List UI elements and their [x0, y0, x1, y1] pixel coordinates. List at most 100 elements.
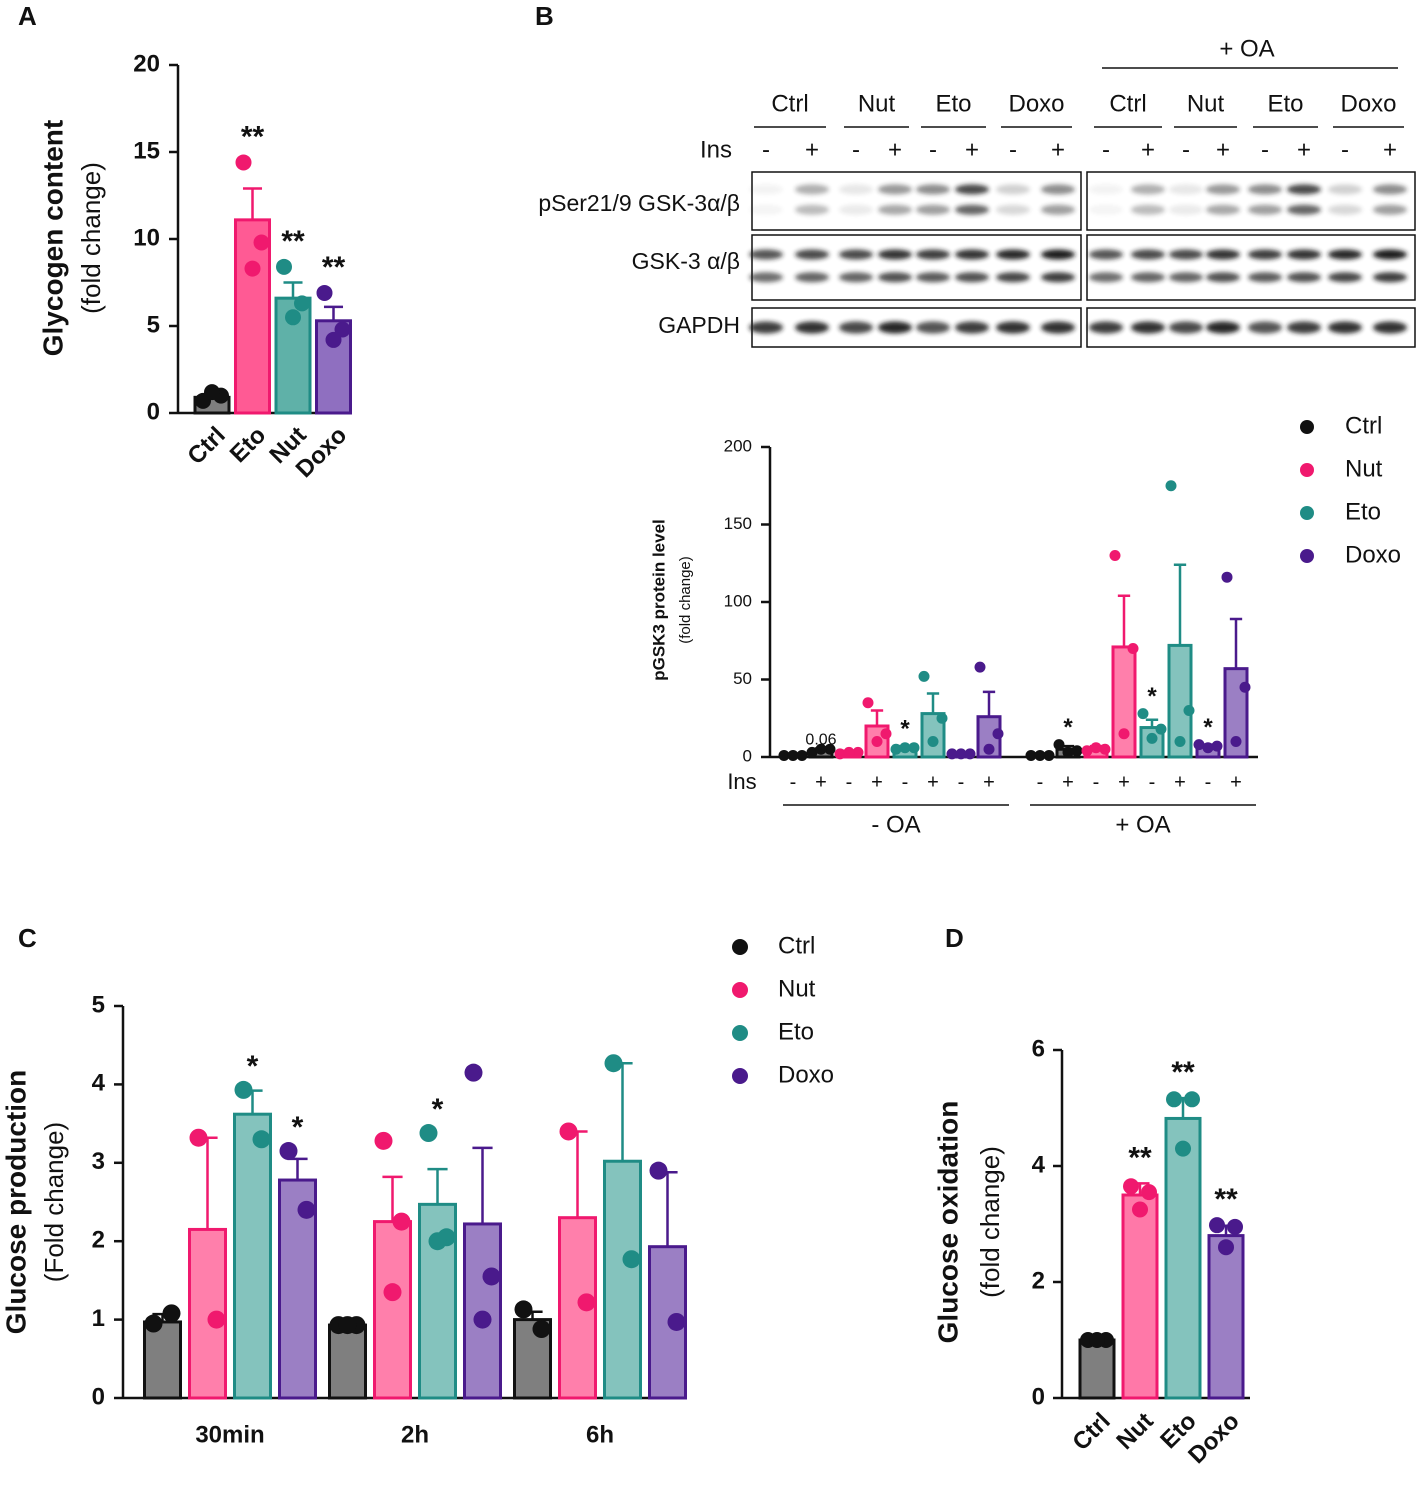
legend-marker: [1300, 506, 1314, 520]
data-point: [1127, 643, 1139, 654]
blot-band: [1089, 321, 1123, 334]
x-tick-label: Doxo: [1183, 1408, 1245, 1470]
data-point: [297, 1200, 316, 1219]
legend-label: Eto: [778, 1018, 814, 1045]
annotation: *: [1203, 714, 1213, 741]
legend-marker: [732, 1025, 748, 1041]
data-point: [419, 1124, 438, 1143]
annotation: *: [1147, 683, 1157, 710]
ins-label: Ins: [727, 769, 756, 794]
y-axis-sublabel: (fold change): [677, 556, 694, 644]
data-point: [787, 749, 799, 761]
data-point: [1174, 736, 1186, 747]
ins-tick-label: +: [983, 771, 995, 793]
blot-ins-label: -: [1182, 136, 1190, 163]
data-point: [796, 749, 808, 761]
legend-marker: [1300, 549, 1314, 563]
data-point: [1218, 1239, 1234, 1256]
data-point: [918, 670, 930, 682]
y-tick-label: 0: [147, 398, 160, 425]
data-point: [667, 1312, 686, 1331]
ins-tick-label: -: [958, 771, 965, 793]
bar: [1164, 1116, 1202, 1400]
data-point: [815, 743, 827, 755]
data-point: [325, 331, 342, 348]
error-bar: [382, 1175, 403, 1222]
y-axis-label: Glucose production: [0, 1070, 31, 1334]
blot-band: [795, 249, 829, 260]
error-bar: [472, 1146, 493, 1224]
blot-band: [795, 184, 829, 195]
blot-group-label: Doxo: [1008, 90, 1064, 117]
data-point: [1099, 743, 1111, 755]
data-point: [806, 746, 818, 758]
data-point: [778, 749, 790, 761]
blot-ins-label: -: [1102, 136, 1110, 163]
blot-ins-label: +: [888, 136, 902, 163]
data-point: [834, 748, 846, 760]
blot-band: [1373, 321, 1407, 334]
data-point: [1221, 571, 1233, 583]
blot-band: [878, 204, 912, 215]
data-point: [1211, 740, 1223, 752]
data-point: [1043, 749, 1055, 761]
blot-band: [1248, 184, 1282, 195]
blot-band: [878, 184, 912, 195]
blot-row-label: GAPDH: [658, 312, 740, 338]
error-bar: [283, 281, 303, 299]
ins-tick-label: +: [1062, 771, 1074, 793]
x-tick-label: 6h: [586, 1421, 614, 1448]
annotation: **: [1171, 1056, 1195, 1089]
blot-band: [1041, 272, 1075, 283]
blot-band: [955, 249, 989, 260]
data-point: [1132, 1201, 1148, 1218]
legend-label: Eto: [1345, 498, 1381, 525]
data-point: [927, 736, 939, 747]
data-point: [1025, 749, 1037, 761]
blot-band: [996, 204, 1030, 215]
bar: [328, 1323, 367, 1400]
data-point: [1230, 736, 1242, 747]
blot-group-label: Ctrl: [771, 90, 808, 117]
blot-band: [1328, 321, 1362, 334]
blot-ins-label: -: [1261, 136, 1269, 163]
blot-ins-label: -: [762, 136, 770, 163]
blot-band: [839, 249, 873, 260]
annotation: *: [900, 715, 910, 742]
group-label: + OA: [1115, 811, 1170, 838]
data-point: [577, 1293, 596, 1312]
blot-ins-label: +: [965, 136, 979, 163]
blot-ins-label: -: [1341, 136, 1349, 163]
blot-group-label: Nut: [1187, 90, 1225, 117]
data-point: [1175, 1140, 1191, 1157]
data-point: [899, 742, 911, 754]
blot-band: [1328, 204, 1362, 215]
y-tick-label: 15: [133, 137, 160, 164]
blot-band: [749, 272, 783, 283]
blot-band: [749, 249, 783, 260]
y-tick-label: 0: [92, 1383, 105, 1410]
bar: [1121, 1193, 1159, 1400]
data-point: [1165, 480, 1177, 492]
y-tick-label: 10: [133, 224, 160, 251]
y-axis-sublabel: (fold change): [76, 162, 106, 314]
blot-row-label: pSer21/9 GSK-3α/β: [538, 190, 740, 216]
legend-marker: [732, 982, 748, 998]
data-point: [992, 728, 1004, 740]
blot-band: [1169, 249, 1203, 260]
ins-tick-label: -: [790, 771, 797, 793]
y-tick-label: 0: [1032, 1383, 1045, 1410]
legend-marker: [1300, 463, 1314, 477]
annotation: *: [1063, 714, 1073, 741]
data-point: [862, 697, 874, 709]
group-label: - OA: [871, 811, 920, 838]
error-bar: [1145, 718, 1159, 728]
data-point: [162, 1304, 181, 1323]
annotation: **: [241, 120, 265, 153]
blot-band: [1041, 204, 1075, 215]
blot-ins-label: +: [805, 136, 819, 163]
blot-band: [1248, 272, 1282, 283]
bar: [233, 1112, 272, 1400]
annotation: **: [1214, 1183, 1238, 1216]
